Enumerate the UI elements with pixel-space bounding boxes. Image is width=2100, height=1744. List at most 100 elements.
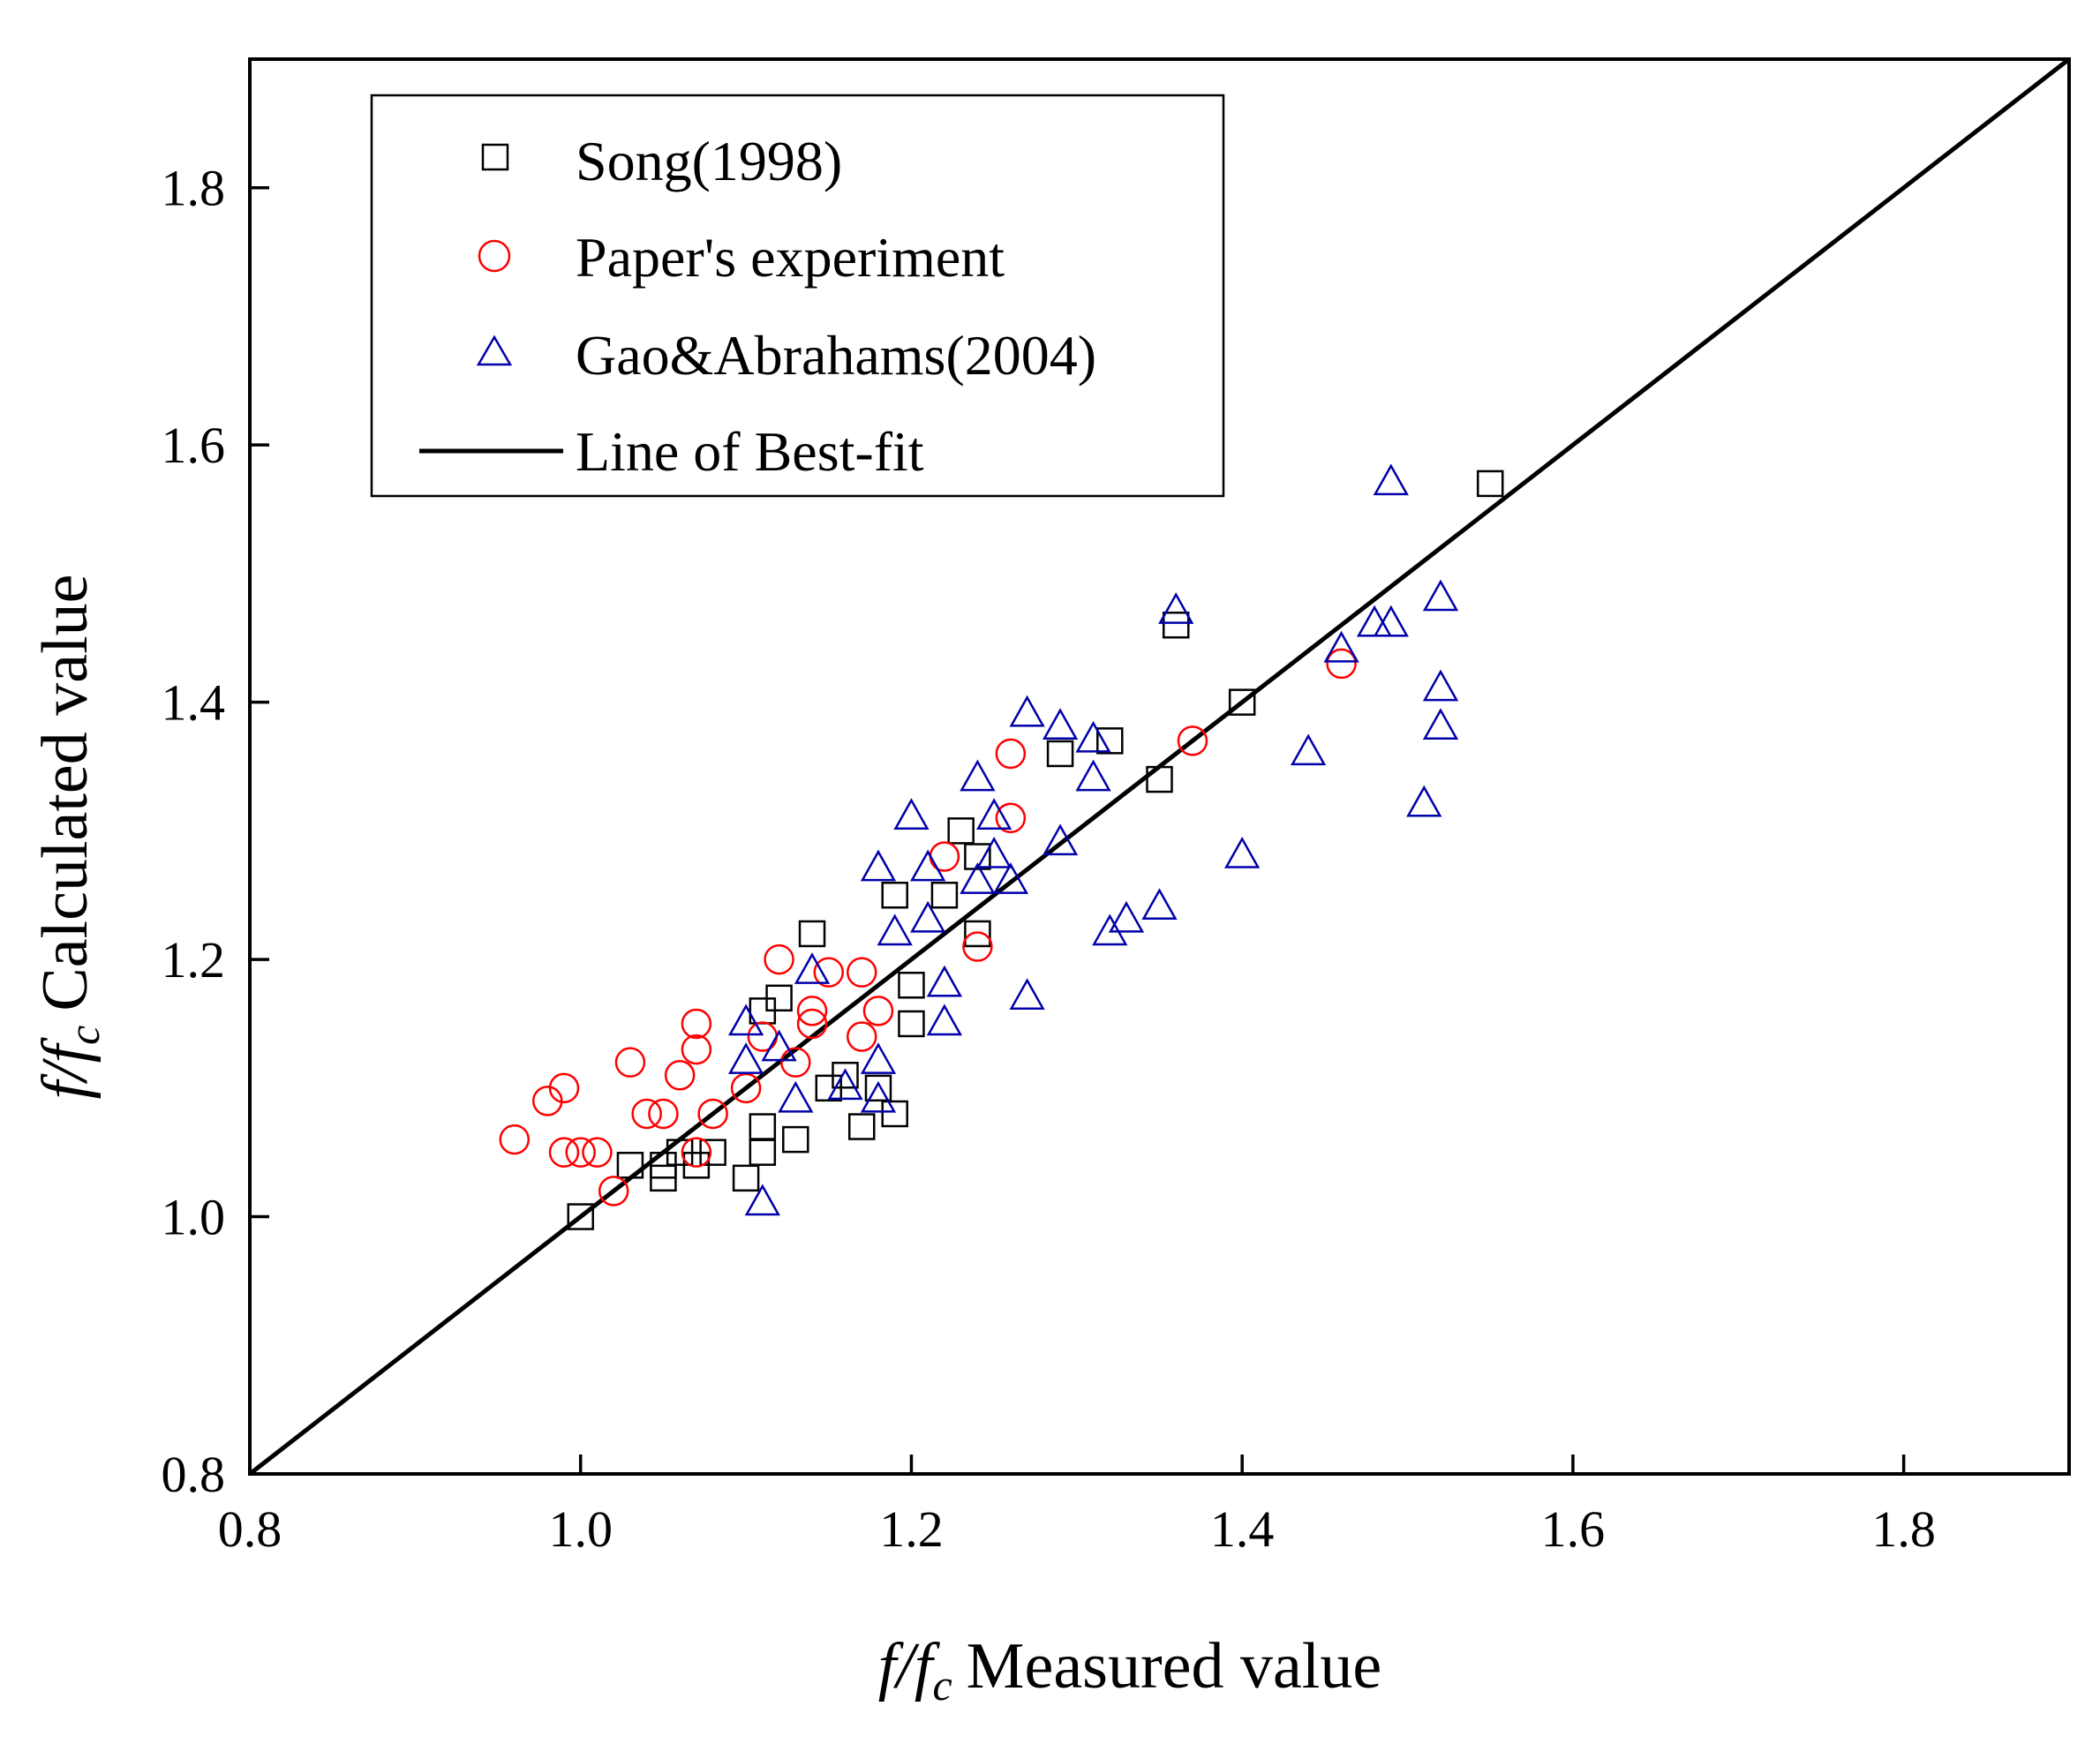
point-triangle bbox=[1042, 708, 1079, 740]
legend-marker-song bbox=[481, 143, 509, 171]
x-tick-label: 1.2 bbox=[879, 1500, 944, 1558]
point-square bbox=[1046, 740, 1074, 768]
y-axis-text: Calculated value bbox=[29, 574, 102, 1011]
point-square bbox=[798, 920, 826, 948]
point-triangle bbox=[1075, 759, 1111, 792]
point-circle bbox=[697, 1098, 728, 1130]
point-triangle bbox=[1075, 720, 1111, 753]
point-triangle bbox=[992, 862, 1029, 894]
x-axis-var: f/f bbox=[878, 1630, 941, 1703]
point-triangle bbox=[893, 798, 930, 831]
point-triangle bbox=[1422, 669, 1459, 702]
point-circle bbox=[681, 1034, 712, 1065]
point-square bbox=[1228, 688, 1256, 716]
legend-label-paper: Paper's experiment bbox=[576, 226, 1005, 289]
legend-marker-gao bbox=[476, 335, 513, 366]
point-circle bbox=[1177, 725, 1208, 756]
series-square bbox=[567, 470, 1504, 1230]
point-triangle bbox=[1009, 978, 1045, 1011]
point-circle bbox=[929, 841, 960, 872]
legend-box bbox=[370, 94, 1225, 498]
point-triangle bbox=[860, 1080, 897, 1113]
x-tick-label: 1.4 bbox=[1210, 1500, 1275, 1558]
point-triangle bbox=[926, 1004, 963, 1036]
point-square bbox=[847, 1113, 876, 1140]
point-circle bbox=[681, 1137, 712, 1168]
y-axis-var: f/f bbox=[29, 1036, 102, 1099]
point-triangle bbox=[794, 952, 831, 984]
point-triangle bbox=[1422, 708, 1459, 740]
point-triangle bbox=[744, 1184, 780, 1216]
point-circle bbox=[598, 1176, 629, 1207]
y-axis-sub: c bbox=[59, 1026, 109, 1045]
point-square bbox=[832, 1061, 859, 1089]
point-triangle bbox=[1373, 605, 1409, 637]
legend-label-best-fit: Line of Best-fit bbox=[576, 420, 924, 483]
point-circle bbox=[548, 1137, 580, 1168]
legend-label-song: Song(1998) bbox=[576, 130, 842, 192]
x-tick-label: 1.0 bbox=[548, 1500, 613, 1558]
point-triangle bbox=[1009, 695, 1045, 727]
point-circle bbox=[780, 1047, 811, 1078]
point-circle bbox=[747, 1021, 779, 1052]
point-triangle bbox=[860, 1042, 897, 1074]
point-triangle bbox=[1373, 463, 1409, 496]
point-triangle bbox=[727, 1004, 764, 1036]
point-circle bbox=[565, 1137, 596, 1168]
point-triangle bbox=[761, 1029, 797, 1062]
point-triangle bbox=[727, 1042, 764, 1074]
point-circle bbox=[681, 1008, 712, 1040]
y-tick-label: 1.6 bbox=[162, 417, 226, 474]
point-triangle bbox=[975, 836, 1012, 868]
point-circle bbox=[796, 996, 828, 1026]
x-axis-text: Measured value bbox=[967, 1630, 1382, 1703]
point-circle bbox=[995, 738, 1027, 770]
axis-ticks: 0.8 1.0 1.2 1.4 1.6 1.8 0.8 1.0 1.2 1.4 1.6 1.8 bbox=[162, 160, 1936, 1558]
point-circle bbox=[995, 802, 1027, 834]
point-triangle bbox=[1406, 785, 1442, 817]
point-circle bbox=[862, 996, 894, 1026]
point-triangle bbox=[960, 759, 996, 792]
x-tick-label: 1.6 bbox=[1541, 1500, 1606, 1558]
point-triangle bbox=[960, 862, 996, 894]
point-triangle bbox=[1356, 605, 1393, 637]
point-triangle bbox=[1108, 900, 1145, 933]
point-circle bbox=[962, 931, 993, 962]
point-triangle bbox=[877, 913, 913, 946]
y-tick-label: 1.8 bbox=[162, 160, 226, 217]
point-square bbox=[732, 1164, 760, 1192]
point-circle bbox=[614, 1047, 646, 1078]
x-axis-title: f/fc Measured value bbox=[878, 1630, 1381, 1710]
point-circle bbox=[664, 1059, 696, 1091]
point-circle bbox=[631, 1098, 662, 1130]
plot-frame bbox=[248, 57, 2071, 1476]
point-triangle bbox=[1422, 579, 1459, 612]
point-square bbox=[964, 843, 991, 870]
x-tick-label: 0.8 bbox=[218, 1500, 282, 1558]
marks-layer bbox=[248, 57, 2071, 1476]
point-square bbox=[930, 881, 959, 909]
y-tick-label: 1.4 bbox=[162, 674, 226, 732]
point-circle bbox=[846, 957, 877, 988]
point-triangle bbox=[1290, 733, 1327, 766]
point-triangle bbox=[1092, 913, 1128, 946]
point-triangle bbox=[975, 798, 1012, 831]
point-triangle bbox=[1323, 630, 1359, 663]
point-square bbox=[1096, 727, 1124, 755]
point-square bbox=[881, 1100, 908, 1128]
point-square bbox=[765, 984, 793, 1012]
point-circle bbox=[846, 1021, 877, 1052]
point-triangle bbox=[1224, 836, 1261, 868]
point-circle bbox=[1326, 648, 1357, 680]
point-triangle bbox=[1141, 888, 1178, 921]
point-triangle bbox=[1158, 592, 1194, 624]
point-square bbox=[567, 1203, 594, 1230]
point-square bbox=[782, 1125, 809, 1154]
point-square bbox=[964, 920, 991, 948]
series-triangle bbox=[727, 463, 1459, 1216]
legend-marker-paper bbox=[478, 239, 511, 273]
point-circle bbox=[499, 1124, 531, 1155]
point-triangle bbox=[778, 1080, 814, 1113]
